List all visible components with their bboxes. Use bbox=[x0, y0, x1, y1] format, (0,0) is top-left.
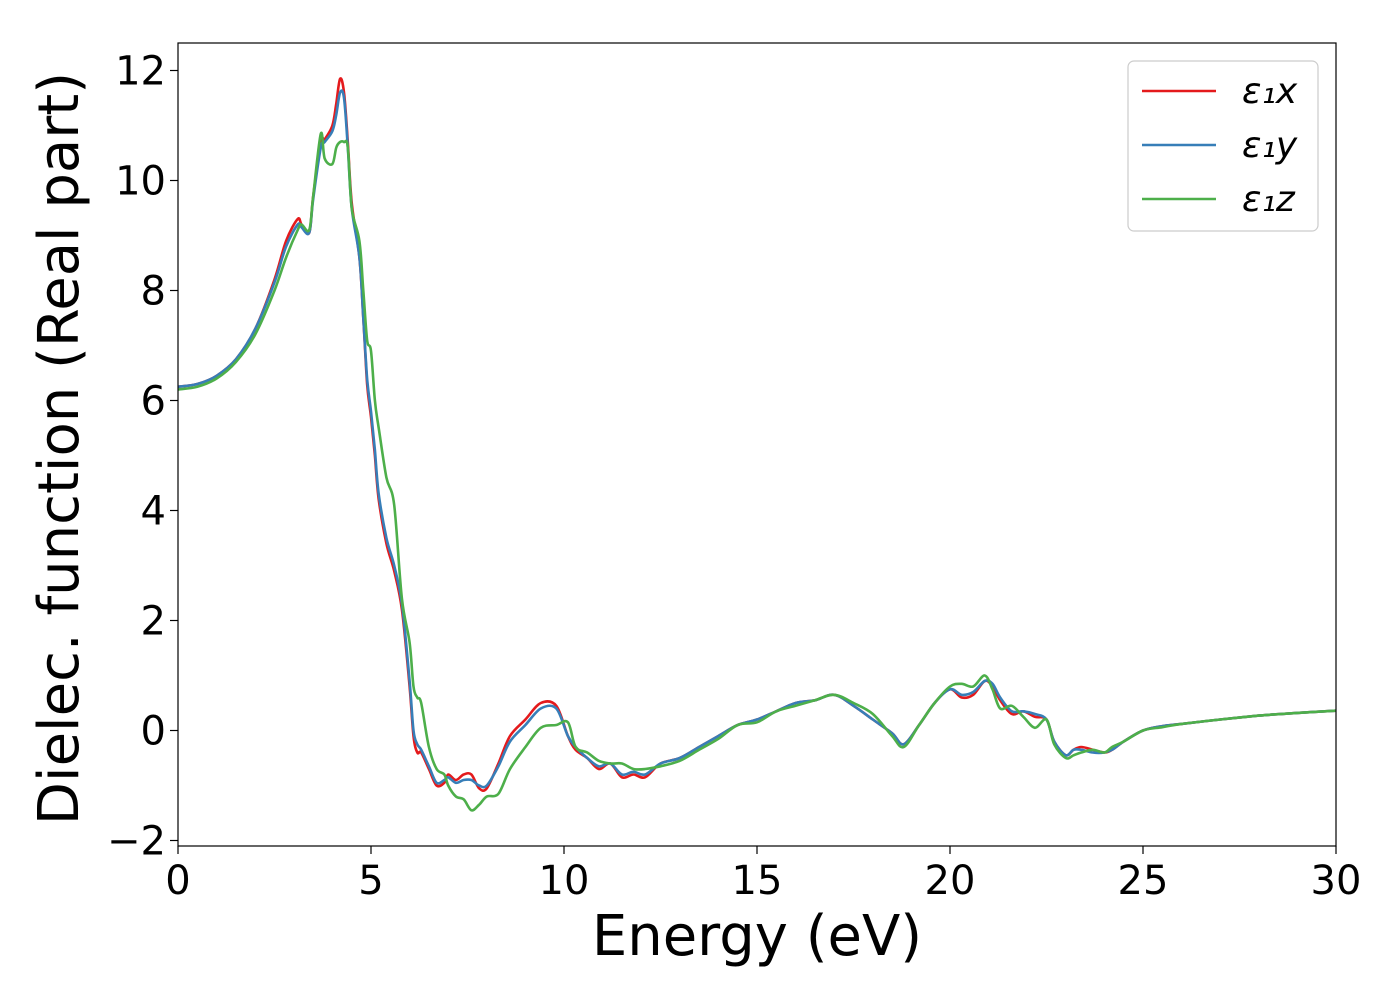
y-tick-label: 12 bbox=[115, 49, 166, 95]
x-tick-label: 0 bbox=[165, 858, 190, 904]
legend: ε₁x ε₁y ε₁z bbox=[1127, 60, 1319, 232]
y-tick-label: 2 bbox=[141, 599, 166, 645]
y-tick-label: 4 bbox=[141, 489, 166, 535]
y-tick-label: 0 bbox=[141, 709, 166, 755]
legend-label-1: ε₁y bbox=[1242, 125, 1298, 166]
x-tick-label: 25 bbox=[1118, 858, 1169, 904]
y-axis: −2 0 2 4 6 8 10 12 bbox=[107, 49, 178, 865]
x-tick-label: 15 bbox=[732, 858, 783, 904]
x-tick-label: 20 bbox=[925, 858, 976, 904]
y-tick-label: 6 bbox=[141, 379, 166, 425]
x-tick-label: 5 bbox=[358, 858, 383, 904]
legend-box bbox=[1127, 60, 1319, 232]
y-tick-label: 10 bbox=[115, 159, 166, 205]
series-line-2 bbox=[178, 131, 1336, 812]
y-tick-label: −2 bbox=[107, 819, 166, 865]
plot-series-group bbox=[178, 77, 1336, 812]
y-tick-label: 8 bbox=[141, 269, 166, 315]
series-line-0 bbox=[178, 77, 1336, 792]
x-axis: 0 5 10 15 20 25 30 bbox=[165, 846, 1361, 904]
x-axis-title: Energy (eV) bbox=[592, 904, 922, 969]
legend-label-2: ε₁z bbox=[1242, 179, 1296, 220]
legend-label-0: ε₁x bbox=[1242, 71, 1298, 112]
x-tick-label: 10 bbox=[539, 858, 590, 904]
x-tick-label: 30 bbox=[1311, 858, 1362, 904]
y-axis-title: Dielec. function (Real part) bbox=[27, 72, 92, 825]
